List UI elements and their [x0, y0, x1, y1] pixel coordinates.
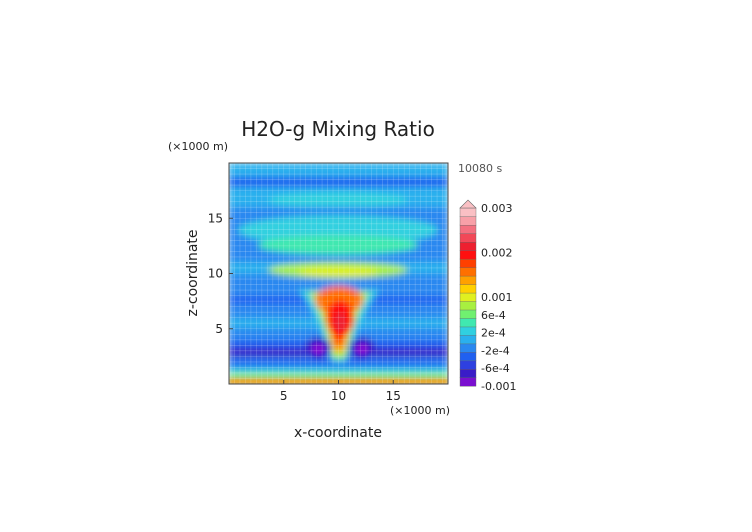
- colorbar-label: 0.002: [481, 247, 513, 260]
- x-tick-label: 15: [386, 389, 401, 403]
- colorbar-segment: [459, 351, 477, 362]
- colorbar-segment: [459, 284, 477, 294]
- colorbar-label: -0.001: [481, 380, 516, 393]
- colorbar: 0.003 0.002 0.001 6e-4 2e-4 -2e-4 -6e-4 -0.001: [459, 199, 516, 393]
- colorbar-segment: [459, 309, 477, 319]
- colorbar-label: 2e-4: [481, 327, 506, 340]
- colorbar-label: -6e-4: [481, 362, 510, 375]
- y-tick-label: 5: [215, 322, 223, 336]
- colorbar-segment: [459, 360, 477, 370]
- colorbar-segment: [459, 275, 477, 285]
- x-tick-label: 5: [280, 389, 288, 403]
- colorbar-segment: [459, 224, 477, 234]
- y-unit-label: (×1000 m): [168, 140, 228, 153]
- colorbar-segment: [459, 241, 477, 251]
- colorbar-segment: [459, 207, 477, 217]
- colorbar-segment: [459, 250, 477, 260]
- time-label: 10080 s: [458, 162, 502, 175]
- colorbar-segment: [459, 343, 477, 353]
- y-tick-label: 10: [208, 267, 223, 281]
- y-tick-label: 15: [208, 211, 223, 225]
- x-axis: 5 10 15: [280, 380, 401, 403]
- colorbar-label: 0.001: [481, 291, 513, 304]
- colorbar-arrow: [459, 199, 477, 209]
- colorbar-segment: [459, 317, 477, 328]
- colorbar-segment: [459, 258, 477, 268]
- colorbar-segment: [459, 292, 477, 302]
- colorbar-label: 6e-4: [481, 309, 506, 322]
- chart-title: H2O-g Mixing Ratio: [241, 117, 435, 141]
- colorbar-label: -2e-4: [481, 344, 510, 357]
- colorbar-segment: [459, 326, 477, 336]
- x-unit-label: (×1000 m): [390, 404, 450, 417]
- x-tick-label: 10: [331, 389, 346, 403]
- x-axis-title: x-coordinate: [294, 425, 382, 441]
- colorbar-segment: [459, 216, 477, 226]
- colorbar-segment: [459, 377, 477, 387]
- colorbar-label: 0.003: [481, 202, 513, 215]
- colorbar-segment: [459, 267, 477, 277]
- colorbar-segment: [459, 301, 477, 311]
- colorbar-segment: [459, 368, 477, 379]
- plot-area: [228, 162, 449, 385]
- y-axis: 5 10 15: [208, 211, 233, 336]
- colorbar-segment: [459, 233, 477, 243]
- colorbar-segment: [459, 334, 477, 345]
- y-axis-title: z-coordinate: [185, 229, 201, 316]
